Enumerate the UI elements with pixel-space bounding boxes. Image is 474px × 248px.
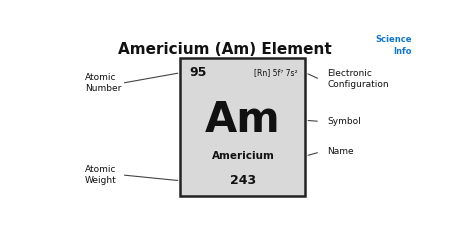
Text: 95: 95	[190, 66, 207, 79]
Text: Atomic
Number: Atomic Number	[85, 73, 121, 93]
Text: Electronic
Configuration: Electronic Configuration	[328, 69, 389, 90]
Text: Am: Am	[205, 99, 281, 141]
Text: 243: 243	[230, 174, 256, 187]
Text: Atomic
Weight: Atomic Weight	[85, 165, 117, 185]
Bar	[181, 59, 305, 196]
Text: Americium: Americium	[211, 151, 274, 161]
Text: [Rn] 5f⁷ 7s²: [Rn] 5f⁷ 7s²	[255, 68, 298, 77]
Text: Name: Name	[328, 148, 354, 156]
Text: Science
Info: Science Info	[375, 35, 412, 56]
Text: Americium (Am) Element: Americium (Am) Element	[118, 42, 331, 57]
Text: Symbol: Symbol	[328, 117, 361, 126]
